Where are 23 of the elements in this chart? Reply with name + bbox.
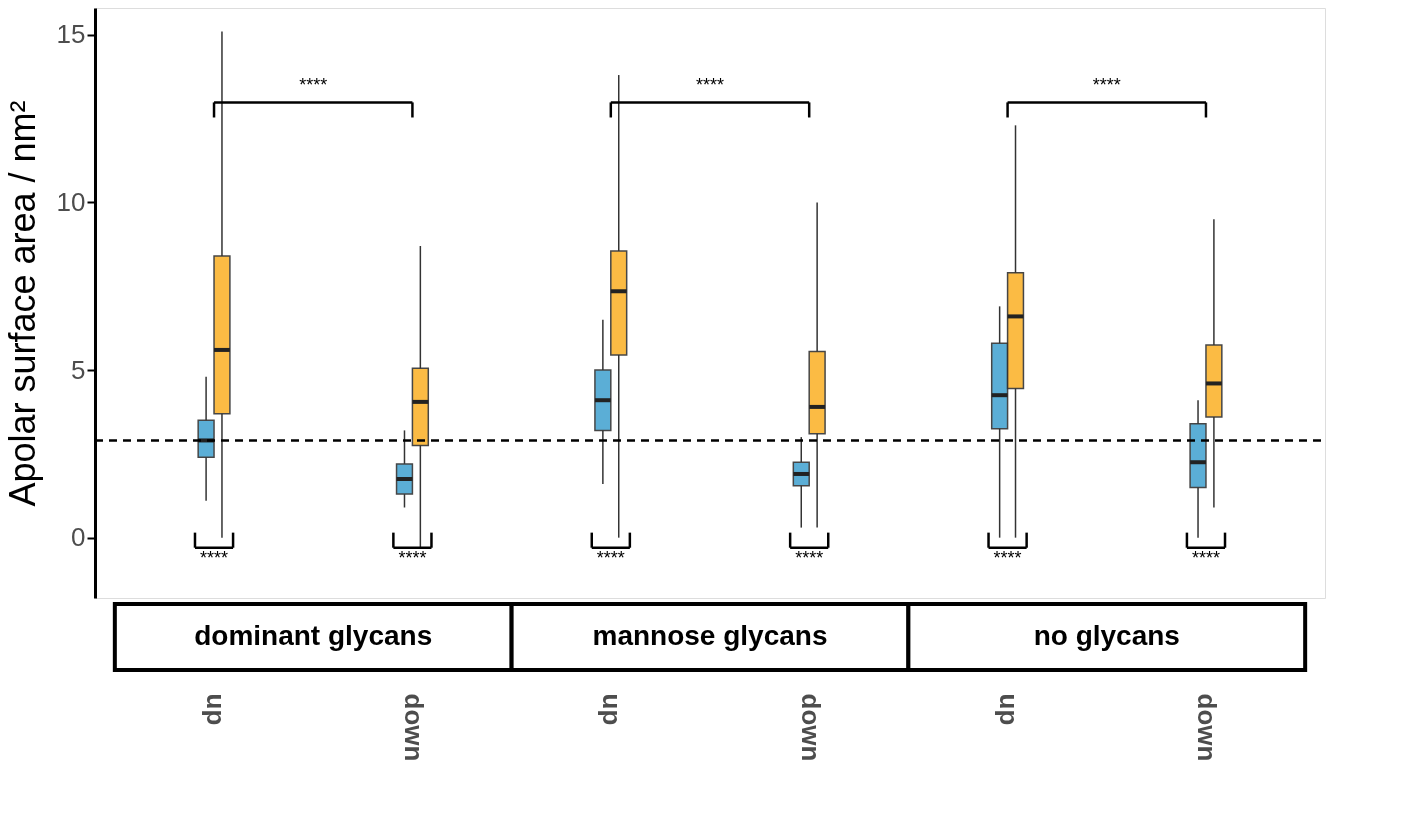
y-tick-label: 10 — [56, 186, 86, 217]
y-tick-label: 5 — [71, 354, 86, 385]
annotation: **** — [398, 547, 427, 568]
annotation: **** — [299, 75, 328, 96]
text: mannose glycans — [592, 620, 828, 651]
x-tick-label: up — [597, 693, 628, 726]
y-tick-label: 15 — [56, 19, 86, 50]
annotation: **** — [1092, 75, 1121, 96]
text: no glycans — [1033, 620, 1180, 651]
x-tick-label: up — [200, 693, 231, 726]
x-tick-label: down — [795, 693, 826, 762]
annotation: **** — [795, 547, 824, 568]
annotation: **** — [993, 547, 1022, 568]
x-tick-label: down — [1192, 693, 1223, 762]
x-tick-label: down — [398, 693, 429, 762]
y-tick-label: 0 — [71, 522, 86, 553]
annotation: **** — [200, 547, 229, 568]
x-tick-label: up — [994, 693, 1025, 726]
annotation: **** — [695, 75, 725, 96]
annotation: **** — [596, 547, 625, 568]
annotation: **** — [1191, 547, 1220, 568]
y-axis-title: Apolar surface area / nm² — [1, 100, 43, 507]
text: dominant glycans — [194, 620, 433, 651]
